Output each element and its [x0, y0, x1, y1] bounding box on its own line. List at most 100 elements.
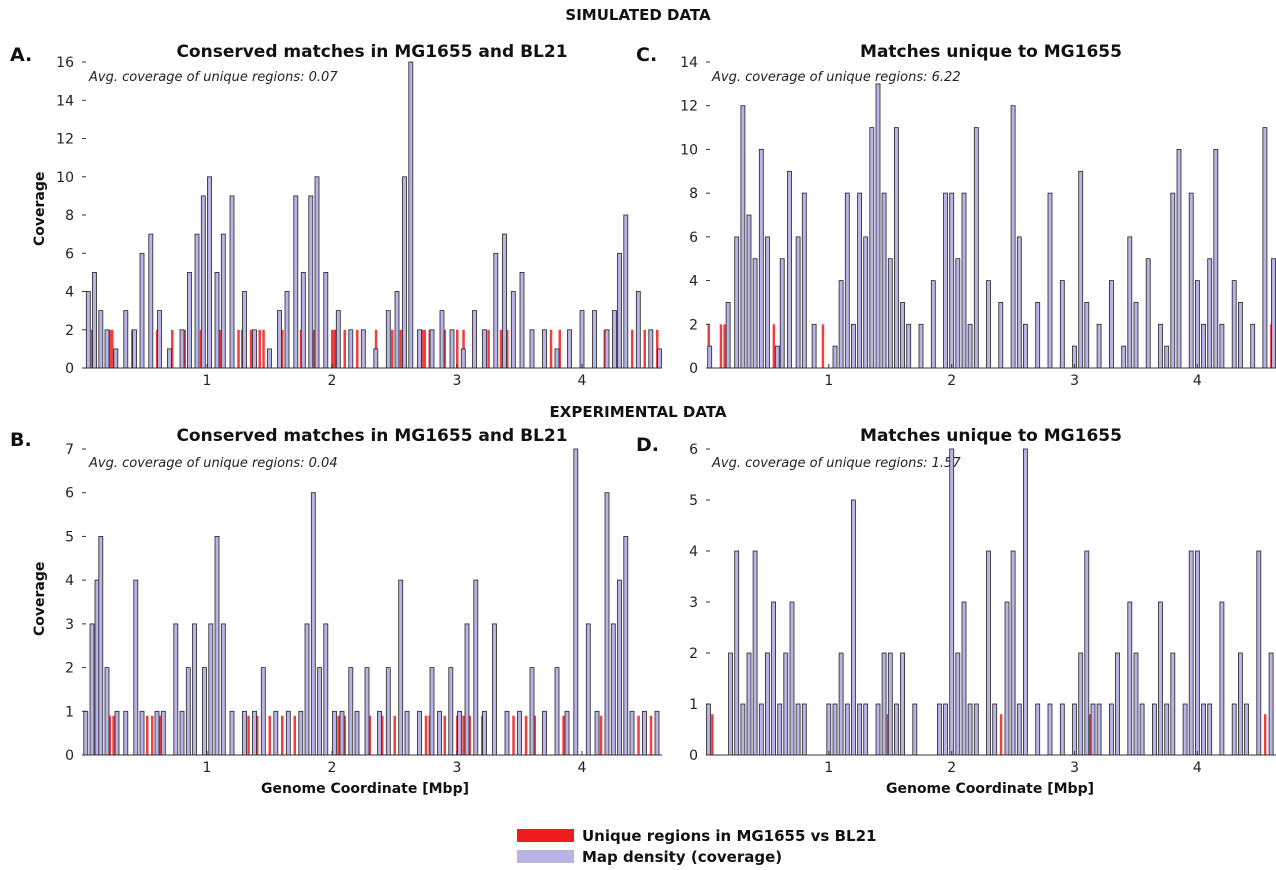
unique-region-marker	[281, 715, 284, 755]
coverage-bar	[567, 329, 572, 369]
coverage-bar	[394, 291, 400, 369]
coverage-bar	[986, 550, 991, 756]
coverage-bar	[1010, 550, 1016, 756]
coverage-bar	[1078, 170, 1084, 369]
unique-region-marker	[649, 715, 653, 755]
coverage-bar	[1219, 323, 1225, 369]
y-tick-label: 2	[689, 317, 698, 333]
unique-region-marker	[262, 329, 265, 369]
coverage-bar	[573, 448, 579, 756]
coverage-bar	[377, 710, 382, 756]
unique-region-marker	[158, 715, 161, 755]
coverage-bar	[1207, 703, 1213, 756]
coverage-bar	[554, 667, 560, 756]
coverage-bar	[348, 667, 354, 756]
unique-region-marker	[562, 715, 565, 755]
coverage-bar	[752, 258, 758, 369]
coverage-bar	[373, 348, 379, 369]
x-tick-label: 1	[824, 760, 833, 776]
coverage-bar	[260, 667, 266, 756]
panel-letter-d: D.	[636, 434, 659, 456]
coverage-bar	[1047, 703, 1053, 756]
coverage-bar	[179, 329, 185, 369]
coverage-bar	[482, 329, 487, 369]
coverage-bar	[604, 329, 610, 369]
unique-region-marker	[108, 329, 111, 369]
coverage-bar	[429, 329, 435, 369]
coverage-bar	[187, 271, 192, 369]
coverage-bar	[242, 291, 247, 369]
coverage-bar	[98, 536, 104, 756]
y-tick-label: 10	[680, 142, 698, 158]
y-tick-label: 16	[56, 55, 74, 71]
coverage-bar	[229, 710, 235, 756]
unique-region-marker	[1088, 714, 1091, 755]
coverage-bar	[918, 323, 924, 369]
coverage-bar	[1010, 105, 1016, 369]
coverage-bar	[1158, 323, 1163, 369]
unique-region-marker	[247, 715, 250, 755]
legend: Unique regions in MG1655 vs BL21 Map den…	[517, 825, 876, 867]
coverage-bar	[967, 323, 973, 369]
unique-region-marker	[146, 715, 149, 755]
unique-region-marker	[151, 715, 154, 755]
coverage-bar	[629, 710, 635, 756]
coverage-bar	[648, 329, 654, 369]
coverage-bar	[277, 310, 282, 369]
coverage-bar	[635, 291, 641, 369]
unique-region-marker	[558, 329, 561, 369]
coverage-bar	[1084, 550, 1090, 756]
coverage-bar	[811, 323, 817, 369]
y-tick-label: 4	[689, 544, 698, 560]
coverage-bar	[529, 329, 535, 369]
panel-title-d: Matches unique to MG1655	[860, 426, 1122, 446]
unique-region-marker	[218, 329, 221, 369]
coverage-bar	[360, 329, 366, 369]
y-tick-label: 1	[65, 704, 74, 720]
coverage-bar	[92, 271, 97, 369]
coverage-bar	[869, 127, 875, 369]
coverage-bar	[214, 536, 220, 756]
y-tick-label: 14	[56, 93, 74, 109]
x-tick-label: 1	[824, 373, 833, 389]
x-tick-label: 3	[1070, 373, 1079, 389]
coverage-bar	[955, 258, 961, 369]
coverage-bar	[317, 667, 322, 756]
coverage-bar	[1238, 301, 1243, 369]
unique-region-marker	[424, 715, 428, 755]
coverage-bar	[1059, 703, 1065, 756]
coverage-bar	[492, 623, 497, 756]
coverage-bar	[707, 345, 713, 369]
coverage-bar	[1256, 550, 1262, 756]
unique-region-marker	[268, 715, 271, 755]
unique-region-marker	[393, 715, 396, 755]
coverage-bar	[961, 601, 967, 756]
unique-region-marker	[524, 715, 528, 755]
coverage-bar	[998, 301, 1004, 369]
coverage-bar	[992, 703, 998, 756]
coverage-bar	[801, 703, 807, 756]
coverage-bar	[385, 310, 391, 369]
unique-region-marker	[443, 329, 446, 369]
coverage-bar	[1188, 192, 1194, 369]
coverage-bar	[1262, 127, 1268, 369]
heading-simulated: SIMULATED DATA	[565, 6, 711, 24]
coverage-bar	[457, 710, 462, 756]
coverage-bar	[564, 710, 570, 756]
coverage-bar	[157, 310, 162, 369]
coverage-bar	[519, 271, 525, 369]
unique-region-marker	[249, 329, 253, 369]
coverage-bar	[194, 233, 200, 369]
coverage-bar	[308, 195, 314, 369]
unique-region-marker	[456, 329, 459, 369]
coverage-bar	[943, 192, 948, 369]
coverage-bar	[774, 345, 780, 369]
legend-label-unique: Unique regions in MG1655 vs BL21	[582, 826, 877, 845]
coverage-bar	[894, 127, 899, 369]
coverage-bar	[779, 258, 785, 369]
y-tick-label: 3	[689, 595, 698, 611]
coverage-bar	[758, 703, 764, 756]
coverage-bar	[1072, 703, 1077, 756]
unique-region-marker	[337, 715, 340, 755]
coverage-bar	[1207, 258, 1213, 369]
